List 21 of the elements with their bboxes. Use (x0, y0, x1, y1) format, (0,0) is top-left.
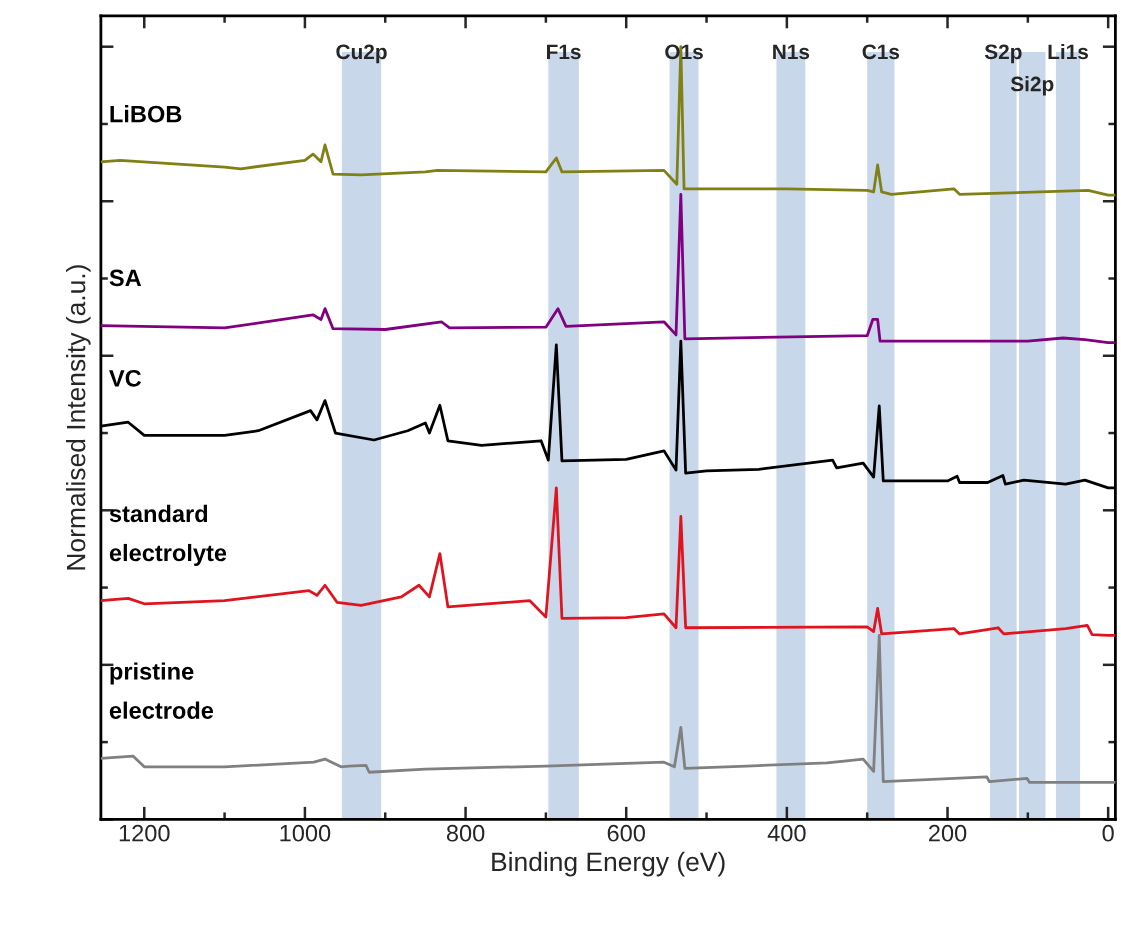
band-label: Li1s (1048, 43, 1088, 60)
band-label: F1s (547, 44, 581, 60)
band-label: Cu2p (336, 44, 387, 64)
x-tick-label: 0 (1102, 824, 1114, 842)
band-label: Si2p (1010, 76, 1054, 96)
x-tick-label: 600 (607, 824, 645, 842)
x-tick-label: 1000 (280, 824, 331, 842)
series-label: SA (109, 269, 142, 287)
series-label: standard electrolyte (109, 504, 227, 566)
series-label: pristine electrode (109, 662, 214, 719)
x-axis-title: Binding Energy (eV) (492, 851, 725, 877)
band-label: N1s (773, 44, 810, 60)
series-label: VC (109, 369, 142, 387)
series-label: LiBOB (110, 105, 182, 123)
x-tick-label: 800 (446, 824, 485, 842)
x-tick-label: 200 (929, 824, 967, 842)
y-axis-title: Normalised Intensity (a.u.) (66, 265, 91, 570)
band-label: C1s (862, 44, 900, 60)
x-tick-label: 1200 (119, 824, 170, 842)
band-label: S2p (984, 44, 1022, 64)
x-tick-label: 400 (767, 824, 806, 842)
